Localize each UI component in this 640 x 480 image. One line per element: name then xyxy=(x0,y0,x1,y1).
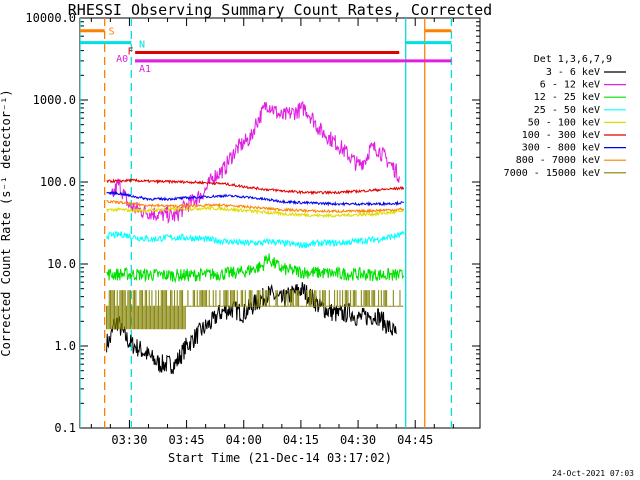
y-tick-label: 10000.0 xyxy=(25,11,76,25)
series-line xyxy=(106,253,405,284)
x-tick-label: 03:45 xyxy=(169,433,205,447)
legend-label: 12 - 25 keV xyxy=(534,92,600,103)
series-line xyxy=(106,230,405,249)
x-axis-label: Start Time (21-Dec-14 03:17:02) xyxy=(168,451,392,465)
legend-title: Det 1,3,6,7,9 xyxy=(534,54,612,65)
y-tick-label: 0.1 xyxy=(54,421,76,435)
flag-label: A0 xyxy=(116,54,128,65)
legend-label: 800 - 7000 keV xyxy=(516,155,600,166)
legend-label: 100 - 300 keV xyxy=(522,130,600,141)
generation-date: 24-Oct-2021 07:03 xyxy=(552,469,634,478)
x-tick-label: 03:30 xyxy=(111,433,147,447)
y-tick-label: 1.0 xyxy=(54,339,76,353)
legend-label: 3 - 6 keV xyxy=(546,67,600,78)
plot-frame xyxy=(79,17,481,429)
legend-label: 6 - 12 keV xyxy=(540,80,600,91)
series-line xyxy=(106,190,405,207)
flag-label: F xyxy=(128,46,134,57)
plot-area xyxy=(80,18,453,428)
legend-label: 50 - 100 keV xyxy=(528,117,600,128)
y-axis-label: Corrected Count Rate (s⁻¹ detector⁻¹) xyxy=(0,89,13,356)
y-tick-label: 100.0 xyxy=(40,175,76,189)
series-line xyxy=(109,101,400,225)
x-tick-label: 04:30 xyxy=(340,433,376,447)
x-tick-label: 04:00 xyxy=(226,433,262,447)
series-line xyxy=(106,199,405,214)
y-tick-label: 10.0 xyxy=(47,257,76,271)
flag-label: A1 xyxy=(139,64,151,75)
legend-label: 300 - 800 keV xyxy=(522,143,600,154)
legend-label: 25 - 50 keV xyxy=(534,105,600,116)
series-line xyxy=(106,205,405,219)
flag-label: S xyxy=(108,27,114,38)
series-line xyxy=(106,282,397,375)
x-tick-label: 04:45 xyxy=(397,433,433,447)
flag-label: N xyxy=(139,40,145,51)
x-tick-label: 04:15 xyxy=(283,433,319,447)
legend-label: 7000 - 15000 keV xyxy=(504,168,600,179)
series-7000---15000-keV xyxy=(106,290,404,330)
y-tick-label: 1000.0 xyxy=(33,93,76,107)
chart-title: RHESSI Observing Summary Count Rates, Co… xyxy=(67,1,493,19)
series-line xyxy=(106,177,405,196)
